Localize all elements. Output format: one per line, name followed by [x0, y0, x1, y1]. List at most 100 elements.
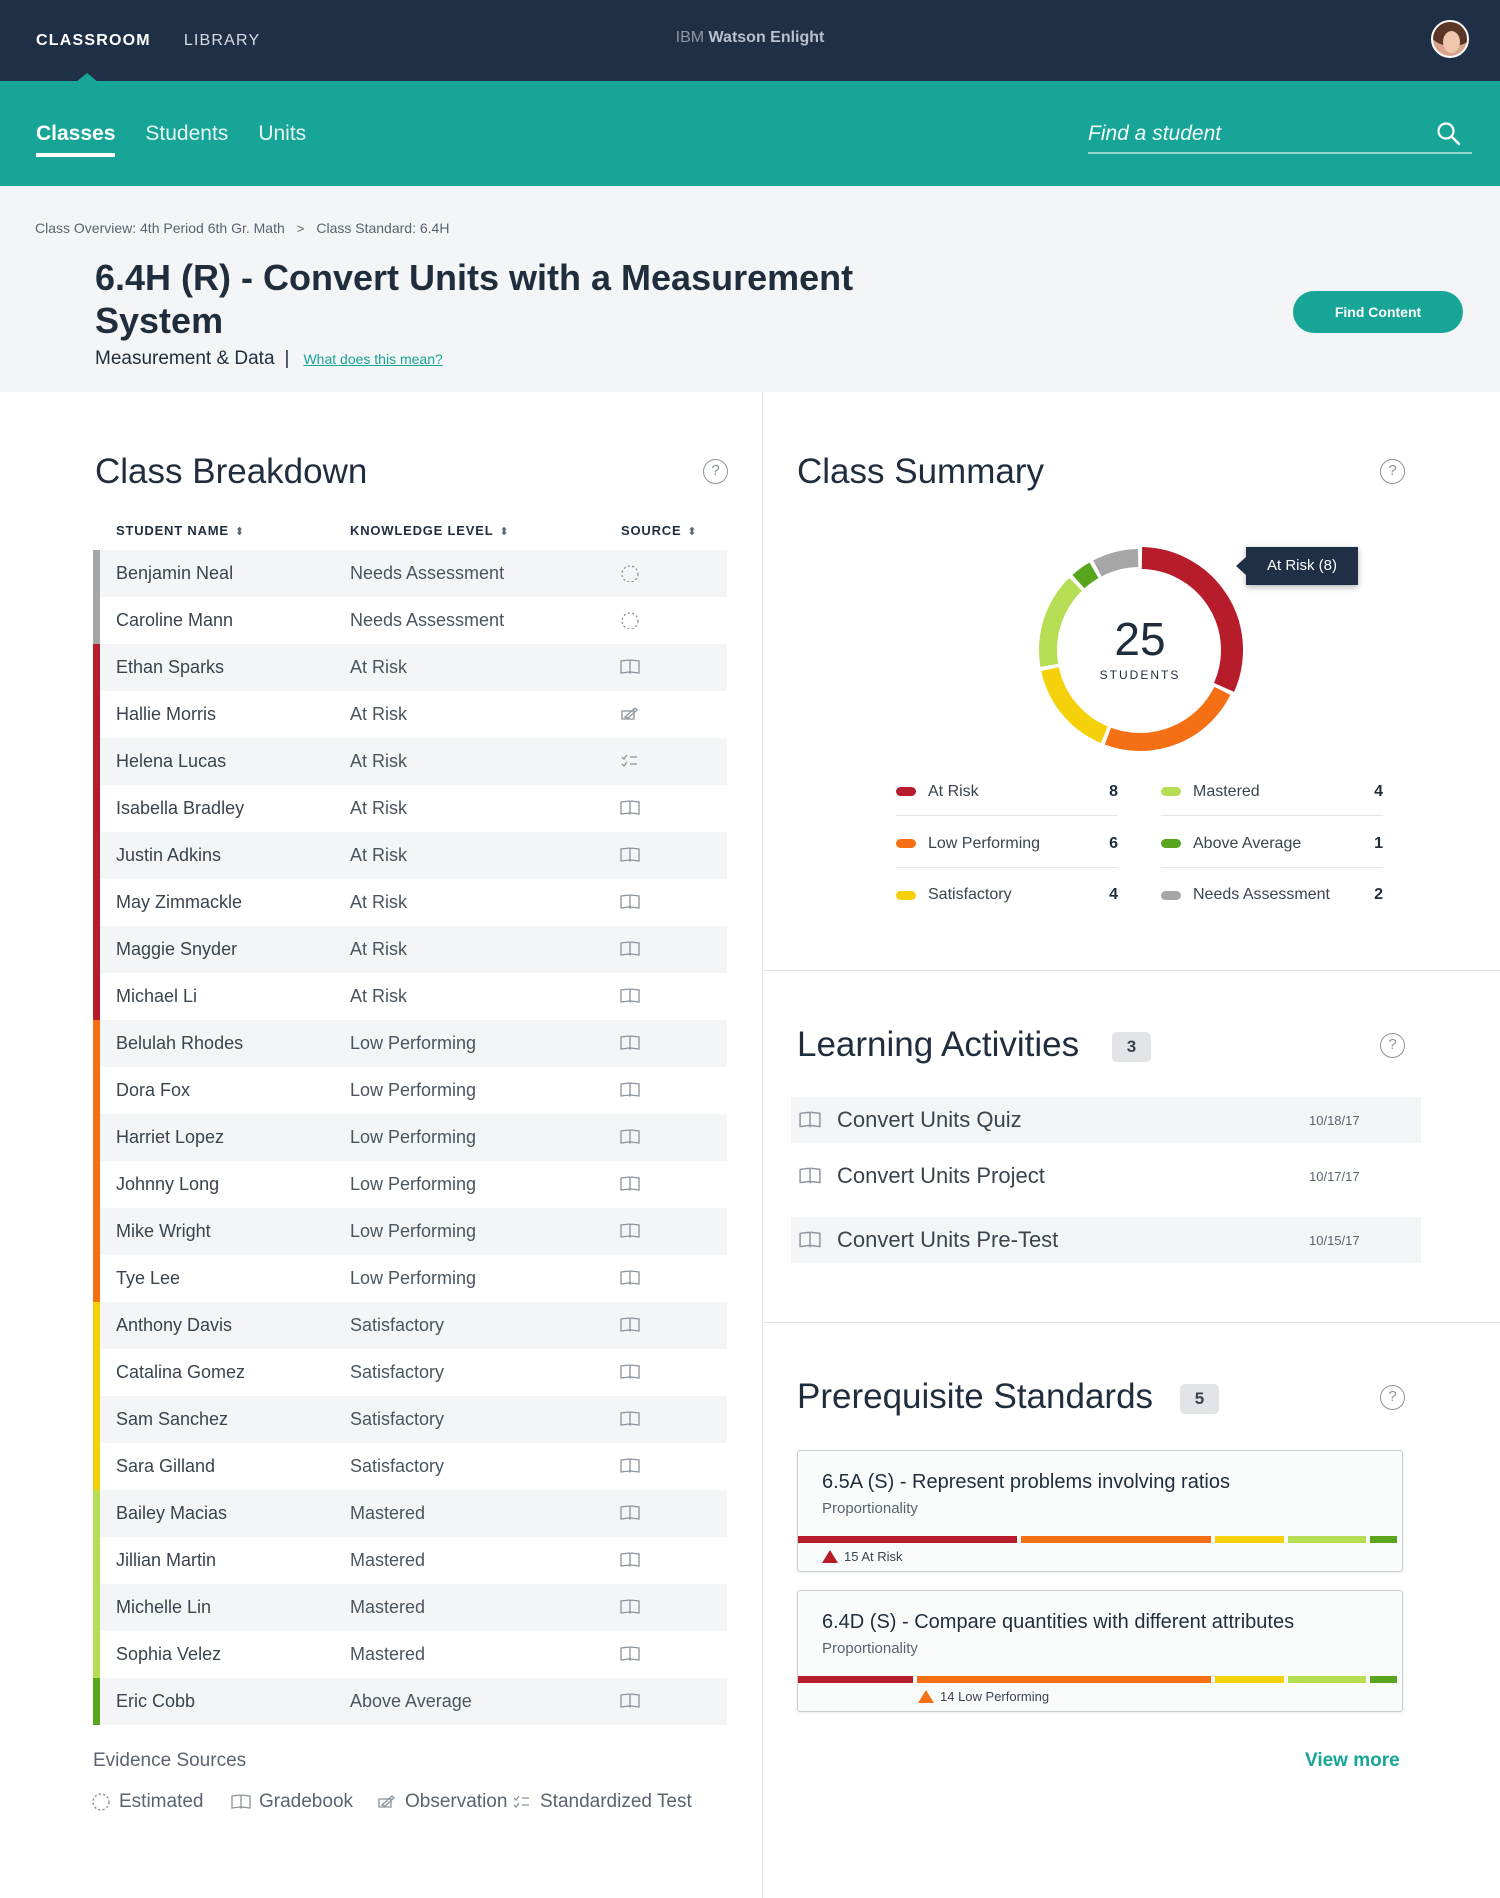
breadcrumb-class-standard[interactable]: Class Standard: 6.4H — [316, 220, 450, 236]
tab-classes[interactable]: Classes — [36, 121, 116, 157]
activity-name[interactable]: Convert Units Project — [837, 1163, 1045, 1188]
table-row[interactable]: Helena Lucas At Risk — [93, 738, 727, 785]
table-row[interactable]: Maggie Snyder At Risk — [93, 926, 727, 973]
column-header-source[interactable]: SOURCE ⬍ — [621, 523, 697, 538]
nav-library[interactable]: LIBRARY — [183, 31, 261, 49]
column-header-knowledge-level[interactable]: KNOWLEDGE LEVEL ⬍ — [350, 523, 509, 538]
tab-students[interactable]: Students — [145, 121, 229, 145]
table-row[interactable]: Bailey Macias Mastered — [93, 1490, 727, 1537]
table-row[interactable]: May Zimmackle At Risk — [93, 879, 727, 926]
table-row[interactable]: Sophia Velez Mastered — [93, 1631, 727, 1678]
prereq-card[interactable]: 6.4D (S) - Compare quantities with diffe… — [797, 1590, 1403, 1712]
student-name[interactable]: Tye Lee — [116, 1268, 181, 1288]
knowledge-level-stripe — [93, 1302, 100, 1349]
student-name[interactable]: Mike Wright — [116, 1221, 211, 1241]
find-content-button[interactable]: Find Content — [1293, 291, 1463, 333]
search-icon[interactable] — [1436, 121, 1462, 147]
class-summary-donut[interactable] — [1030, 540, 1250, 760]
table-row[interactable]: Isabella Bradley At Risk — [93, 785, 727, 832]
student-name[interactable]: Isabella Bradley — [116, 798, 245, 818]
student-name[interactable]: Benjamin Neal — [116, 563, 234, 583]
student-name[interactable]: Michelle Lin — [116, 1597, 212, 1617]
donut-segment-satisfactory[interactable] — [1041, 666, 1109, 744]
knowledge-level: Needs Assessment — [350, 563, 505, 583]
activity-item[interactable]: Convert Units Quiz 10/18/17 — [791, 1097, 1421, 1143]
activity-name[interactable]: Convert Units Pre-Test — [837, 1227, 1059, 1252]
sub-bar: Classes Students Units — [0, 81, 1500, 186]
table-row[interactable]: Johnny Long Low Performing — [93, 1161, 727, 1208]
help-icon[interactable]: ? — [1380, 459, 1405, 484]
legend-label: At Risk — [928, 782, 979, 800]
estimated-icon — [621, 565, 639, 582]
gradebook-icon — [620, 800, 640, 815]
column-header-student-name[interactable]: STUDENT NAME ⬍ — [116, 523, 245, 538]
student-name[interactable]: Johnny Long — [116, 1174, 220, 1194]
table-row[interactable]: Ethan Sparks At Risk — [93, 644, 727, 691]
table-row[interactable]: Anthony Davis Satisfactory — [93, 1302, 727, 1349]
search-input[interactable] — [1088, 118, 1418, 150]
table-row[interactable]: Justin Adkins At Risk — [93, 832, 727, 879]
tab-units[interactable]: Units — [258, 121, 307, 145]
student-name[interactable]: Michael Li — [116, 986, 198, 1006]
help-icon[interactable]: ? — [1380, 1385, 1405, 1410]
student-name[interactable]: Ethan Sparks — [116, 657, 225, 677]
student-name[interactable]: Catalina Gomez — [116, 1362, 246, 1382]
donut-segment-above-average[interactable] — [1072, 562, 1099, 589]
table-row[interactable]: Michael Li At Risk — [93, 973, 727, 1020]
help-icon[interactable]: ? — [1380, 1033, 1405, 1058]
student-name[interactable]: May Zimmackle — [116, 892, 243, 912]
gradebook-icon — [620, 988, 640, 1003]
table-row[interactable]: Eric Cobb Above Average — [93, 1678, 727, 1725]
activity-item[interactable]: Convert Units Pre-Test 10/15/17 — [791, 1217, 1421, 1263]
activity-name[interactable]: Convert Units Quiz — [837, 1107, 1022, 1132]
gradebook-icon — [620, 1035, 640, 1050]
donut-segment-needs-assessment[interactable] — [1093, 549, 1139, 577]
what-does-this-mean-link[interactable]: What does this mean? — [303, 351, 443, 367]
table-row[interactable]: Benjamin Neal Needs Assessment — [93, 550, 727, 597]
brand-prefix: IBM — [675, 29, 705, 46]
view-more-link[interactable]: View more — [1305, 1750, 1400, 1771]
student-name[interactable]: Anthony Davis — [116, 1315, 233, 1335]
student-name[interactable]: Hallie Morris — [116, 704, 217, 724]
student-name[interactable]: Eric Cobb — [116, 1691, 196, 1711]
prereq-title[interactable]: 6.4D (S) - Compare quantities with diffe… — [822, 1611, 1295, 1633]
donut-segment-low-performing[interactable] — [1104, 686, 1231, 751]
table-row[interactable]: Mike Wright Low Performing — [93, 1208, 727, 1255]
table-row[interactable]: Sam Sanchez Satisfactory — [93, 1396, 727, 1443]
help-icon[interactable]: ? — [703, 459, 728, 484]
student-name[interactable]: Maggie Snyder — [116, 939, 238, 959]
student-name[interactable]: Belulah Rhodes — [116, 1033, 244, 1053]
student-name[interactable]: Sophia Velez — [116, 1644, 222, 1664]
student-name[interactable]: Bailey Macias — [116, 1503, 228, 1523]
activity-item[interactable]: Convert Units Project 10/17/17 — [791, 1153, 1421, 1199]
student-name[interactable]: Caroline Mann — [116, 610, 234, 630]
table-row[interactable]: Tye Lee Low Performing — [93, 1255, 727, 1302]
legend-label: Low Performing — [928, 834, 1041, 852]
prereq-card[interactable]: 6.5A (S) - Represent problems involving … — [797, 1450, 1403, 1572]
student-name[interactable]: Sam Sanchez — [116, 1409, 229, 1429]
avatar[interactable] — [1431, 20, 1469, 58]
table-row[interactable]: Catalina Gomez Satisfactory — [93, 1349, 727, 1396]
nav-classroom[interactable]: CLASSROOM — [36, 31, 151, 49]
student-name[interactable]: Jillian Martin — [116, 1550, 217, 1570]
table-row[interactable]: Belulah Rhodes Low Performing — [93, 1020, 727, 1067]
table-row[interactable]: Jillian Martin Mastered — [93, 1537, 727, 1584]
gradebook-icon — [799, 1231, 821, 1248]
gradebook-icon — [620, 1223, 640, 1238]
legend-item: Needs Assessment 2 — [1161, 871, 1383, 919]
student-name[interactable]: Helena Lucas — [116, 751, 227, 771]
table-row[interactable]: Harriet Lopez Low Performing — [93, 1114, 727, 1161]
table-row[interactable]: Sara Gilland Satisfactory — [93, 1443, 727, 1490]
table-row[interactable]: Michelle Lin Mastered — [93, 1584, 727, 1631]
table-row[interactable]: Dora Fox Low Performing — [93, 1067, 727, 1114]
table-row[interactable]: Hallie Morris At Risk — [93, 691, 727, 738]
student-name[interactable]: Harriet Lopez — [116, 1127, 225, 1147]
table-row[interactable]: Caroline Mann Needs Assessment — [93, 597, 727, 644]
donut-segment-mastered[interactable] — [1039, 577, 1083, 667]
student-name[interactable]: Dora Fox — [116, 1080, 191, 1100]
prereq-title[interactable]: 6.5A (S) - Represent problems involving … — [822, 1471, 1230, 1493]
student-name[interactable]: Sara Gilland — [116, 1456, 216, 1476]
student-name[interactable]: Justin Adkins — [116, 845, 222, 865]
donut-segment-at-risk[interactable] — [1141, 547, 1243, 692]
breadcrumb-class-overview[interactable]: Class Overview: 4th Period 6th Gr. Math — [35, 220, 285, 236]
